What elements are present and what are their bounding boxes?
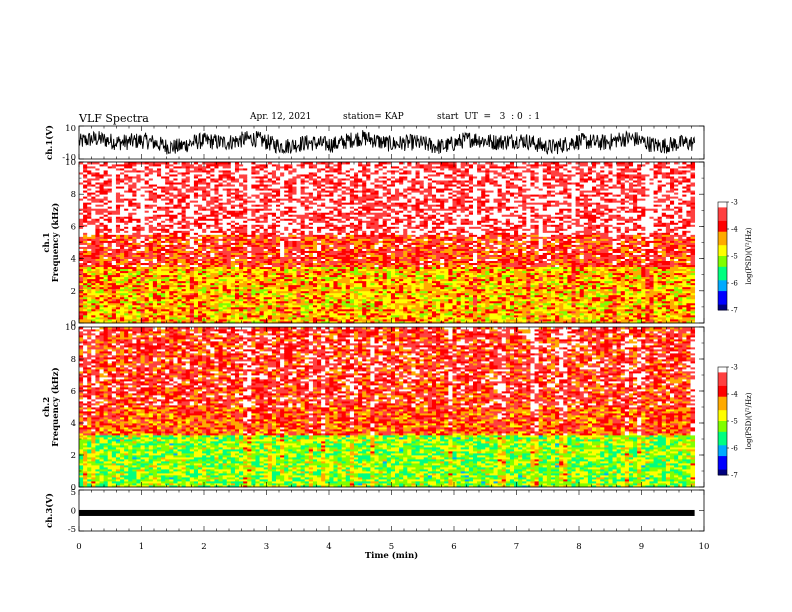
vlf-spectra-figure: 10-10ch.1(V)-3-4-5-6-7log(PSD)(V²/Hz)024… bbox=[0, 0, 792, 612]
ch1-waveform-line bbox=[79, 130, 695, 154]
y-tick-label: 10 bbox=[65, 124, 76, 134]
y-axis-label: ch.1(V) bbox=[44, 125, 55, 160]
